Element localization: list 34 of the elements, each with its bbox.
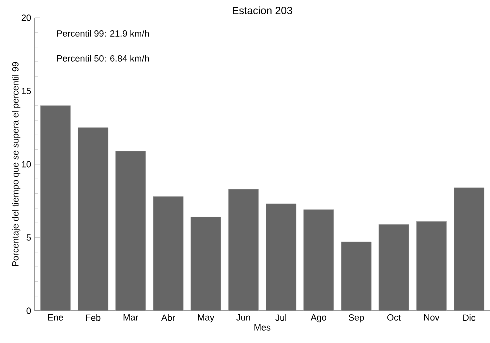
y-tick-label: 20 bbox=[22, 14, 32, 22]
bar bbox=[40, 106, 71, 311]
bar bbox=[228, 189, 259, 311]
x-tick-label: Oct bbox=[388, 314, 402, 321]
x-axis-title: Mes bbox=[254, 324, 271, 331]
x-tick-label: Ene bbox=[48, 314, 64, 321]
x-tick-label: Jul bbox=[276, 314, 286, 322]
bar bbox=[190, 217, 222, 311]
bar bbox=[78, 128, 109, 311]
x-tick-label: Nov bbox=[424, 314, 440, 321]
bar bbox=[304, 210, 334, 311]
x-tick-label: Abr bbox=[162, 314, 176, 322]
bar bbox=[153, 196, 184, 311]
x-tick-label: Ago bbox=[310, 314, 327, 323]
bar bbox=[116, 151, 146, 311]
bar bbox=[266, 204, 297, 311]
y-tick-label: 0 bbox=[26, 308, 32, 314]
annotation: Percentil 50: 6.84 km/h bbox=[57, 55, 150, 62]
y-axis-title: Porcentaje del tiempo que se supera el percentil 99 bbox=[12, 62, 21, 266]
x-tick-label: May bbox=[198, 314, 215, 323]
x-tick-label: Dic bbox=[464, 314, 476, 322]
annotation: Percentil 99: 21.9 km/h bbox=[57, 30, 150, 37]
bar bbox=[416, 221, 447, 311]
bar bbox=[378, 224, 410, 311]
x-tick-label: Jun bbox=[236, 314, 250, 321]
chart-title: Estacion 203 bbox=[233, 6, 292, 14]
y-tick-label: 15 bbox=[22, 88, 32, 94]
bar bbox=[341, 242, 372, 311]
bar bbox=[454, 188, 485, 311]
y-tick-label: 5 bbox=[26, 234, 32, 241]
x-tick-label: Sep bbox=[348, 314, 364, 323]
y-tick-label: 10 bbox=[22, 161, 32, 168]
x-tick-label: Feb bbox=[86, 314, 101, 322]
x-tick-label: Mar bbox=[124, 314, 138, 321]
